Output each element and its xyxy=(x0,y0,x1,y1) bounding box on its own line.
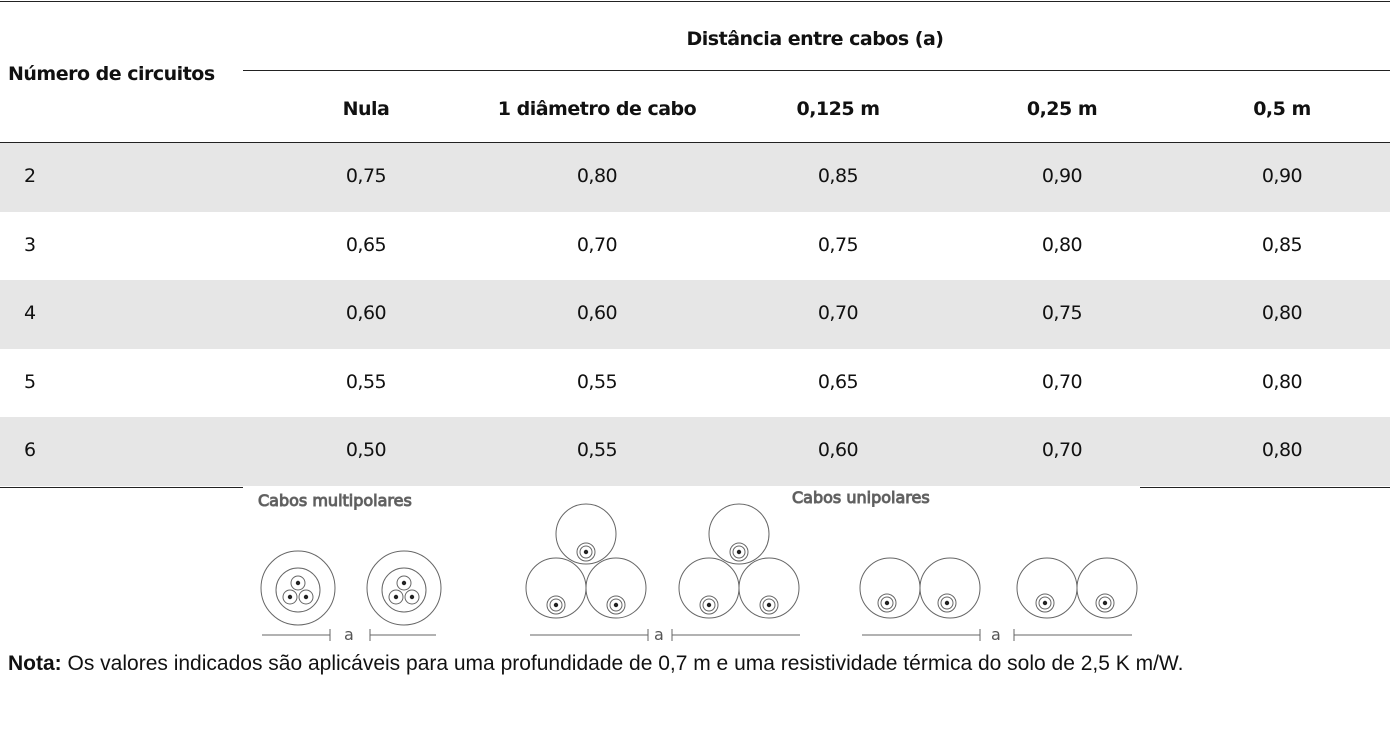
conductor-core xyxy=(409,594,415,600)
column-header: Nula xyxy=(342,98,390,120)
table-cell: 6 xyxy=(24,439,36,462)
conductor xyxy=(702,598,716,612)
conductor-core xyxy=(393,594,399,600)
table-cell: 0,70 xyxy=(576,233,618,256)
table-cell: 0,55 xyxy=(576,370,618,393)
table-cell: 0,60 xyxy=(345,302,387,325)
conductor xyxy=(880,596,894,610)
conductor xyxy=(699,595,719,615)
conductor-core xyxy=(1102,600,1108,606)
table-cell: 0,55 xyxy=(576,439,618,462)
table-cell: 0,70 xyxy=(1041,370,1083,393)
conductor-core xyxy=(553,602,559,608)
table-cell: 0,55 xyxy=(345,370,387,393)
table-row xyxy=(0,280,1390,350)
note-label: Nota: xyxy=(8,652,62,675)
conductor xyxy=(732,545,746,559)
table-row xyxy=(0,212,1390,281)
conductor xyxy=(940,596,954,610)
conductor xyxy=(1098,596,1112,610)
table-cell: 0,60 xyxy=(817,439,859,462)
conductor xyxy=(549,598,563,612)
column-header: 0,125 m xyxy=(796,98,880,120)
group-title: Distância entre cabos (a) xyxy=(686,28,944,50)
rule xyxy=(0,1,1390,2)
table-cell: 0,60 xyxy=(576,302,618,325)
table-cell: 4 xyxy=(24,302,36,325)
conductor xyxy=(729,542,749,562)
conductor xyxy=(576,542,596,562)
table-cell: 0,80 xyxy=(576,165,618,187)
table-cell: 5 xyxy=(24,370,36,393)
conductor xyxy=(937,593,957,613)
conductor xyxy=(759,595,779,615)
conductor xyxy=(579,545,593,559)
table-cell: 0,65 xyxy=(817,370,859,393)
conductor-core xyxy=(303,594,309,600)
conductor-core xyxy=(766,602,772,608)
table-cell: 0,75 xyxy=(1041,302,1083,325)
table-cell: 0,85 xyxy=(817,165,859,187)
conductor xyxy=(609,598,623,612)
conductor xyxy=(606,595,626,615)
conductor-core xyxy=(884,600,890,606)
rule xyxy=(0,142,1390,143)
row-label: Número de circuitos xyxy=(8,63,215,85)
conductor-core xyxy=(295,580,301,586)
spacing-label: a xyxy=(344,625,354,644)
conductor-core xyxy=(401,580,407,586)
conductor-core xyxy=(706,602,712,608)
table-row xyxy=(0,349,1390,418)
table-cell: 0,80 xyxy=(1261,439,1303,462)
column-header: 0,5 m xyxy=(1253,98,1311,120)
table-cell: 0,75 xyxy=(345,165,387,187)
spacing-label: a xyxy=(991,625,1001,644)
conductor xyxy=(546,595,566,615)
note: Nota: Os valores indicados são aplicávei… xyxy=(8,648,1368,679)
rule xyxy=(1140,487,1390,488)
column-header: 0,25 m xyxy=(1026,98,1098,120)
conductor xyxy=(1038,596,1052,610)
table-cell: 0,80 xyxy=(1261,370,1303,393)
table-cell: 0,80 xyxy=(1041,233,1083,256)
rule xyxy=(0,487,243,488)
table-cell: 0,90 xyxy=(1041,165,1083,187)
figure-label: Cabos multipolares xyxy=(258,491,412,510)
column-header: 1 diâmetro de cabo xyxy=(497,98,697,120)
conductor xyxy=(762,598,776,612)
conductor xyxy=(1035,593,1055,613)
note-text: Os valores indicados são aplicáveis para… xyxy=(67,652,1184,675)
table-cell: 0,70 xyxy=(817,302,859,325)
conductor-core xyxy=(287,594,293,600)
table-cell: 0,50 xyxy=(345,439,387,462)
table-row xyxy=(0,143,1390,212)
conductor-core xyxy=(583,549,589,555)
conductor-core xyxy=(736,549,742,555)
table-cell: 0,65 xyxy=(345,233,387,256)
conductor xyxy=(877,593,897,613)
table-cell: 2 xyxy=(24,165,36,187)
table-cell: 3 xyxy=(24,233,36,256)
table-cell: 0,70 xyxy=(1041,439,1083,462)
figure-label: Cabos unipolares xyxy=(792,488,930,507)
conductor-core xyxy=(944,600,950,606)
table-cell: 0,75 xyxy=(817,233,859,256)
conductor-core xyxy=(1042,600,1048,606)
table-cell: 0,90 xyxy=(1261,165,1303,187)
conductor-core xyxy=(613,602,619,608)
table-cell: 0,85 xyxy=(1261,233,1303,256)
spacing-label: a xyxy=(654,625,664,644)
table-row xyxy=(0,417,1390,487)
conductor xyxy=(1095,593,1115,613)
table-cell: 0,80 xyxy=(1261,302,1303,325)
rule xyxy=(243,70,1390,71)
